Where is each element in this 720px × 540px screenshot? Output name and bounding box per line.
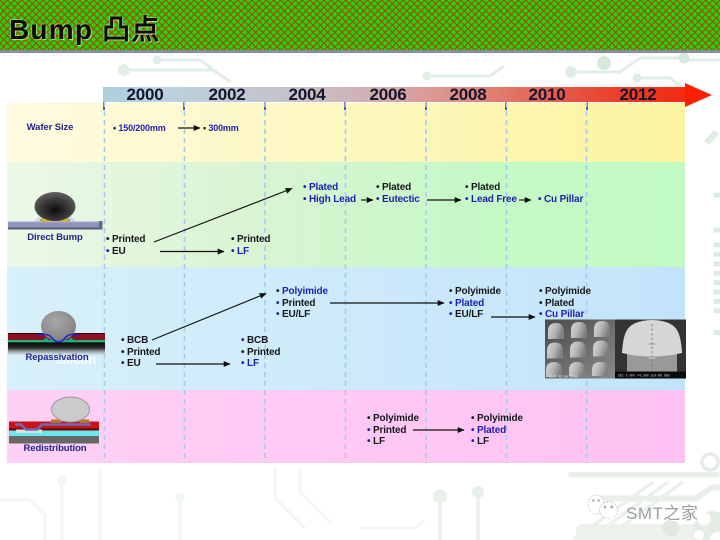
svg-text:SEI 5.0kV ×4,300 1um WD 8mm: SEI 5.0kV ×4,300 1um WD 8mm: [618, 374, 670, 378]
svg-text:15kV X2.0k 10um: 15kV X2.0k 10um: [549, 375, 578, 379]
svg-text:silicon: silicon: [55, 352, 96, 367]
